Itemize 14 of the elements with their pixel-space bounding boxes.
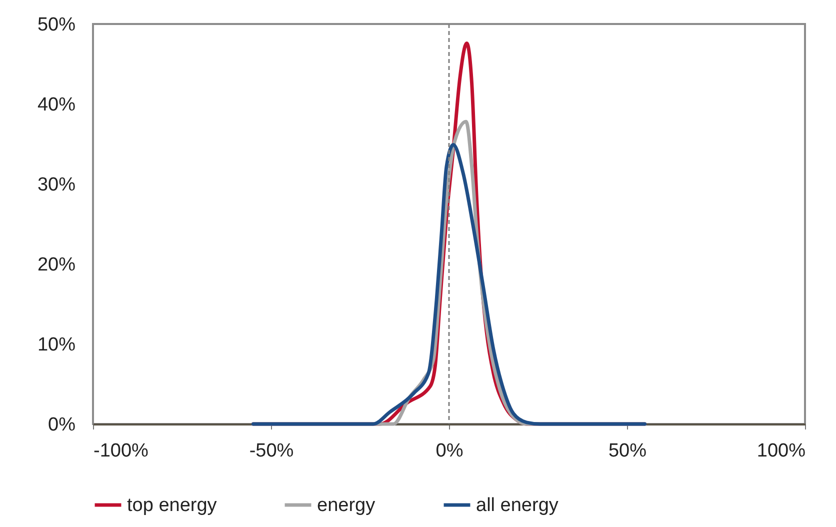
x-tick-label: -50% <box>249 440 294 462</box>
y-tick-label: 40% <box>37 94 76 116</box>
y-tick-label: 10% <box>37 334 76 356</box>
y-tick-label: 0% <box>48 414 76 436</box>
legend-label: all energy <box>476 495 559 516</box>
x-tick-label: -100% <box>94 440 149 462</box>
x-tick-label: 0% <box>436 440 464 462</box>
y-tick-label: 50% <box>37 14 76 36</box>
x-tick-label: 100% <box>756 440 806 462</box>
legend-label: top energy <box>127 495 218 516</box>
legend-label: energy <box>317 495 376 516</box>
y-tick-label: 20% <box>37 254 76 276</box>
y-tick-label: 30% <box>37 174 76 196</box>
x-tick-label: 50% <box>608 440 647 462</box>
